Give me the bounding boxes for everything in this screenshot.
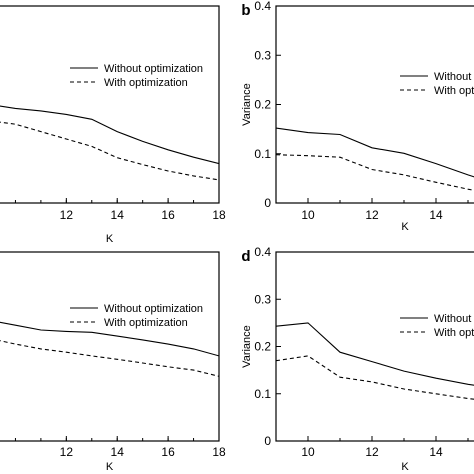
series-line-without-optimization xyxy=(276,322,474,386)
x-axis-label: K xyxy=(401,461,409,473)
x-tick-label: 12 xyxy=(365,445,379,459)
x-tick-label: 12 xyxy=(365,208,379,222)
x-tick-label: 14 xyxy=(111,445,125,459)
y-axis-label: Variance xyxy=(241,83,253,126)
legend-label: Without optimization xyxy=(104,63,203,75)
y-tick-label: 0.2 xyxy=(254,340,271,354)
series-line-with-optimization xyxy=(0,340,219,377)
legend-label: With optimization xyxy=(104,317,188,329)
series-line-with-optimization xyxy=(0,121,219,181)
y-tick-label: 0 xyxy=(264,196,271,210)
plot-frame xyxy=(275,251,474,442)
y-tick-label: 0 xyxy=(264,434,271,448)
y-tick-label: 0.4 xyxy=(254,0,271,13)
panel-letter: b xyxy=(241,2,250,19)
plot-frame xyxy=(0,251,220,442)
panel-letter: d xyxy=(241,248,250,265)
y-tick-label: 0.3 xyxy=(254,48,271,62)
legend-label: Without optimization xyxy=(434,313,474,325)
series-line-without-optimization xyxy=(0,105,219,165)
panel-c: 12 14 16 18 K Without optimization With optimi… xyxy=(0,251,226,473)
legend-label: With optimization xyxy=(104,77,188,89)
x-tick-label: 12 xyxy=(60,445,74,459)
x-axis-label: K xyxy=(401,221,409,233)
x-tick-label: 14 xyxy=(429,208,443,222)
series-line-with-optimization xyxy=(276,154,474,191)
x-tick-label: 16 xyxy=(161,445,175,459)
legend-label: With optimization xyxy=(434,327,474,339)
y-axis-label: Variance xyxy=(241,325,253,368)
panel-b: 10 12 14 0 0.1 0.2 0.3 0.4 K Variance b Without opt… xyxy=(241,0,474,233)
y-tick-label: 0.3 xyxy=(254,292,271,306)
plot-frame xyxy=(0,5,220,204)
legend-label: Without optimization xyxy=(104,303,203,315)
y-tick-label: 0.4 xyxy=(254,245,271,259)
x-axis-label: K xyxy=(106,233,114,245)
y-tick-label: 0.1 xyxy=(254,387,271,401)
legend-label: Without optimization xyxy=(434,71,474,83)
x-tick-label: 12 xyxy=(60,208,74,222)
plot-frame xyxy=(275,5,474,204)
panel-a: 12 14 16 18 K Without optimization With optimi… xyxy=(0,5,226,245)
x-tick-label: 16 xyxy=(161,208,175,222)
x-axis-label: K xyxy=(106,461,114,473)
series-line-without-optimization xyxy=(0,321,219,357)
y-tick-label: 0.2 xyxy=(254,98,271,112)
y-tick-label: 0.1 xyxy=(254,147,271,161)
x-tick-label: 14 xyxy=(429,445,443,459)
x-tick-label: 10 xyxy=(301,445,315,459)
series-line-without-optimization xyxy=(276,127,474,178)
x-tick-label: 10 xyxy=(301,208,315,222)
x-tick-label: 18 xyxy=(212,208,226,222)
x-tick-label: 14 xyxy=(111,208,125,222)
x-tick-label: 18 xyxy=(212,445,226,459)
series-line-with-optimization xyxy=(276,355,474,400)
legend-label: With optimization xyxy=(434,85,474,97)
panel-d: 10 12 14 0 0.1 0.2 0.3 0.4 K Variance d Without opt… xyxy=(241,245,474,473)
